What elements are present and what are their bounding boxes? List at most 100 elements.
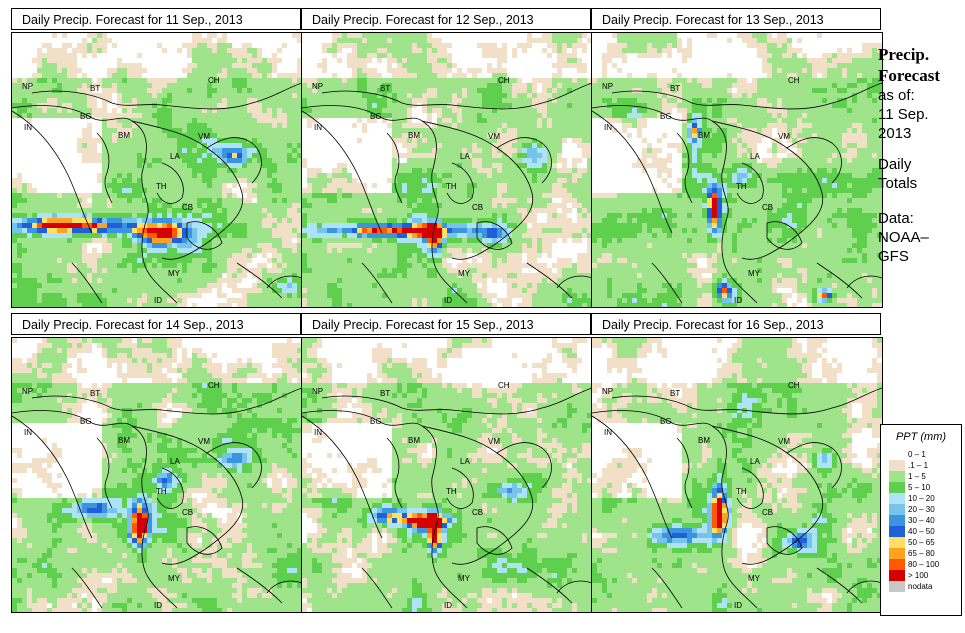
precip-cell xyxy=(372,53,377,58)
precip-cell xyxy=(197,183,202,188)
precip-cell xyxy=(422,273,427,278)
precip-cell xyxy=(232,283,237,288)
precip-cell xyxy=(292,258,297,263)
precip-cell xyxy=(477,178,482,183)
precip-cell xyxy=(227,163,232,168)
precip-cell xyxy=(67,228,72,233)
precip-cell xyxy=(137,133,142,138)
precip-cell xyxy=(492,203,497,208)
precip-cell xyxy=(137,223,142,228)
precip-cell xyxy=(22,253,27,258)
precip-cell xyxy=(437,118,442,123)
precip-cell xyxy=(452,183,457,188)
precip-cell xyxy=(362,243,367,248)
precip-cell xyxy=(32,268,37,273)
precip-cell xyxy=(142,203,147,208)
precip-cell xyxy=(122,248,127,253)
precip-cell xyxy=(232,118,237,123)
precip-cell xyxy=(542,48,547,53)
precip-cell xyxy=(147,93,152,98)
precip-cell xyxy=(527,233,532,238)
precip-cell xyxy=(407,278,412,283)
precip-cell xyxy=(272,108,277,113)
precip-cell xyxy=(322,273,327,278)
precip-cell xyxy=(452,273,457,278)
precip-cell xyxy=(157,233,162,238)
precip-cell xyxy=(112,73,117,78)
precip-cell xyxy=(397,48,402,53)
precip-cell xyxy=(507,268,512,273)
precip-cell xyxy=(232,63,237,68)
precip-cell xyxy=(582,258,587,263)
precip-cell xyxy=(397,223,402,228)
precip-cell xyxy=(427,223,432,228)
precip-cell xyxy=(27,283,32,288)
precip-cell xyxy=(392,198,397,203)
precip-cell xyxy=(17,173,22,178)
precip-cell xyxy=(362,73,367,78)
precip-cell xyxy=(517,128,522,133)
precip-cell xyxy=(372,233,377,238)
precip-cell xyxy=(582,63,587,68)
precip-cell xyxy=(102,168,107,173)
precip-cell xyxy=(102,223,107,228)
precip-cell xyxy=(397,33,402,38)
precip-cell xyxy=(287,108,292,113)
precip-cell xyxy=(77,43,82,48)
precip-cell xyxy=(242,238,247,243)
precip-cell xyxy=(582,213,587,218)
precip-cell xyxy=(422,128,427,133)
precip-cell xyxy=(337,183,342,188)
precip-cell xyxy=(392,178,397,183)
precip-cell xyxy=(507,83,512,88)
precip-cell xyxy=(67,303,72,307)
precip-cell xyxy=(547,178,552,183)
precip-cell xyxy=(217,228,222,233)
precip-cell xyxy=(512,158,517,163)
precip-cell xyxy=(402,38,407,43)
precip-cell xyxy=(342,258,347,263)
precip-cell xyxy=(37,193,42,198)
precip-cell xyxy=(287,228,292,233)
precip-cell xyxy=(122,288,127,293)
precip-cell xyxy=(552,93,557,98)
precip-cell xyxy=(77,143,82,148)
precip-cell xyxy=(442,63,447,68)
precip-cell xyxy=(272,263,277,268)
precip-cell xyxy=(157,113,162,118)
precip-cell xyxy=(242,258,247,263)
precip-cell xyxy=(297,98,302,103)
precip-cell xyxy=(217,143,222,148)
precip-cell xyxy=(392,163,397,168)
precip-cell xyxy=(377,88,382,93)
precip-cell xyxy=(512,238,517,243)
precip-cell xyxy=(227,93,232,98)
precip-cell xyxy=(277,278,282,283)
precip-cell xyxy=(167,98,172,103)
precip-cell xyxy=(492,273,497,278)
precip-cell xyxy=(457,88,462,93)
precip-cell xyxy=(282,293,287,298)
precip-cell xyxy=(332,73,337,78)
precip-cell xyxy=(207,278,212,283)
precip-cell xyxy=(327,278,332,283)
precip-cell xyxy=(327,213,332,218)
precip-cell xyxy=(197,173,202,178)
precip-cell xyxy=(452,178,457,183)
precip-cell xyxy=(142,78,147,83)
precip-cell xyxy=(32,208,37,213)
precip-cell xyxy=(277,178,282,183)
precip-cell xyxy=(287,143,292,148)
precip-cell xyxy=(557,188,562,193)
precip-cell xyxy=(567,223,572,228)
precip-cell xyxy=(487,248,492,253)
precip-cell xyxy=(557,33,562,38)
precip-cell xyxy=(392,258,397,263)
precip-cell xyxy=(387,58,392,63)
precip-cell xyxy=(457,138,462,143)
precip-cell xyxy=(522,228,527,233)
precip-cell xyxy=(367,33,372,38)
precip-cell xyxy=(162,198,167,203)
precip-cell xyxy=(187,283,192,288)
precip-cell xyxy=(12,103,17,108)
